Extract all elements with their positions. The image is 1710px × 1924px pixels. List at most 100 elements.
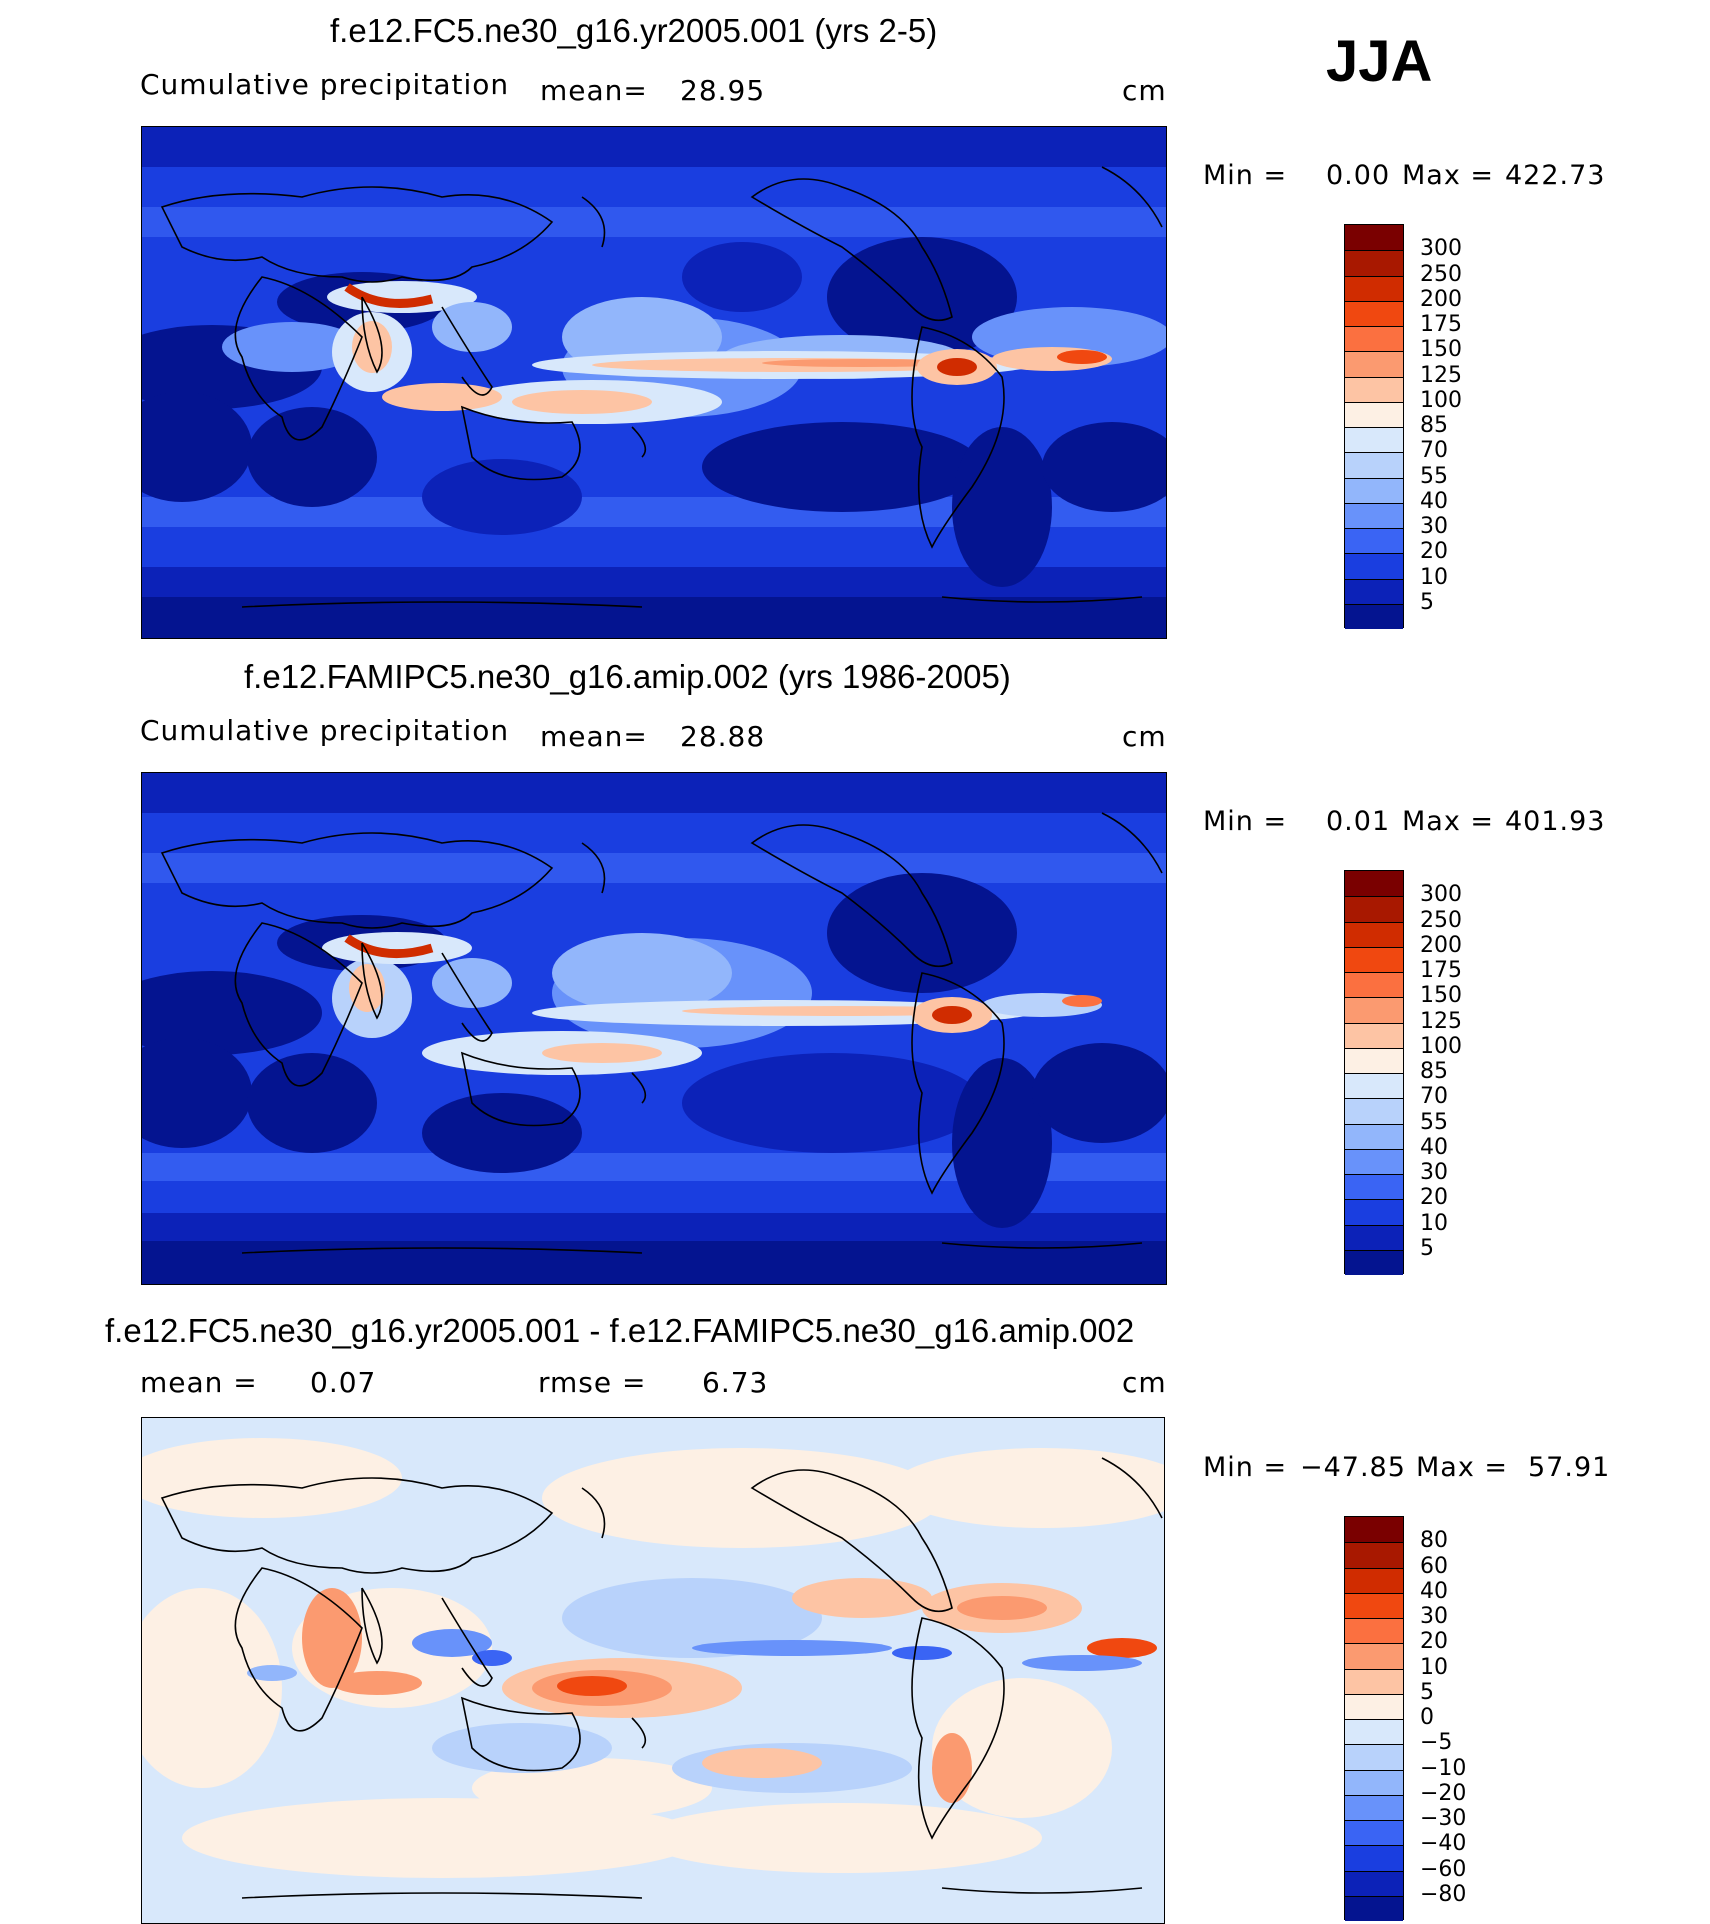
colorbar-box [1345,1022,1403,1048]
colorbar-tick-label: 300 [1420,882,1462,908]
colorbar-tick-label: 40 [1420,1134,1448,1160]
colorbar-box [1345,1618,1403,1644]
colorbar-box [1345,1820,1403,1846]
colorbar-box [1345,1073,1403,1099]
colorbar-tick-label: −30 [1420,1806,1467,1831]
colorbar-box [1345,1542,1403,1568]
colorbar-tick-label: 250 [1420,907,1462,933]
panel-3-mean-label: mean = [140,1366,258,1399]
colorbar-box [1345,1794,1403,1820]
panel-1-max-value: 422.73 [1505,160,1606,191]
panel-3-min-label: Min = [1203,1452,1288,1483]
colorbar-box [1345,300,1403,326]
colorbar-box [1345,1870,1403,1896]
colorbar-tick-label: 40 [1420,488,1448,514]
panel-3-colorbar: 80 60 40 30 20 10 5 0 −5 −10 −20 −30 −40 −60 −80 [1344,1516,1466,1921]
colorbar-box [1345,376,1403,402]
colorbar-box [1345,1668,1403,1694]
panel-2-max-label: Max = [1402,806,1495,837]
colorbar-tick-label: 20 [1420,1629,1448,1655]
colorbar-box [1345,1249,1403,1275]
colorbar-tick-label: 70 [1420,438,1448,464]
colorbar-box [1345,502,1403,528]
colorbar-box [1345,578,1403,604]
colorbar-tick-label: −10 [1420,1755,1467,1781]
colorbar-tick-label: 55 [1420,1109,1448,1135]
colorbar-box [1345,871,1403,897]
colorbar-box [1345,326,1403,352]
panel-3-field [142,1418,1164,1923]
colorbar-box [1345,896,1403,922]
colorbar-box [1345,401,1403,427]
panel-2-min-value: 0.01 [1326,806,1391,837]
colorbar-tick-label: 20 [1420,539,1448,565]
panel-1-field [142,127,1166,638]
panel-2-left-label: Cumulative precipitation [140,714,510,747]
panel-2-map [141,772,1167,1285]
panel-3-title: f.e12.FC5.ne30_g16.yr2005.001 - f.e12.FA… [105,1312,1135,1349]
panel-2-stat-label: mean= [540,720,648,753]
colorbar-box [1345,972,1403,998]
colorbar-tick-label: 70 [1420,1084,1448,1110]
colorbar-box [1345,225,1403,251]
colorbar-box [1345,477,1403,503]
colorbar-tick-label: 5 [1420,589,1434,615]
panel-3-rmse-value: 6.73 [702,1366,769,1399]
colorbar-tick-label: 60 [1420,1553,1448,1579]
colorbar-tick-label: 200 [1420,286,1462,312]
colorbar-box [1345,921,1403,947]
colorbar-tick-label: −80 [1420,1881,1467,1907]
colorbar-box [1345,528,1403,554]
panel-2-colorbar: 300 250 200 175 150 125 100 85 70 55 40 30 20 10 5 [1344,870,1462,1275]
colorbar-tick-label: 30 [1420,1160,1448,1185]
colorbar-box [1345,1123,1403,1149]
colorbar-box [1345,452,1403,478]
colorbar-tick-label: −40 [1420,1831,1467,1857]
panel-2-stat-value: 28.88 [680,720,766,753]
colorbar-box [1345,1693,1403,1719]
panel-3-mean-value: 0.07 [310,1366,377,1399]
colorbar-tick-label: 30 [1420,514,1448,539]
colorbar-box [1345,1199,1403,1225]
panel-2-min-label: Min = [1203,806,1288,837]
colorbar-box [1345,1224,1403,1250]
colorbar-box [1345,997,1403,1023]
panel-1-stat-value: 28.95 [680,74,766,107]
panel-3-max-value: 57.91 [1528,1452,1611,1483]
colorbar-box [1345,1895,1403,1921]
panel-2-units: cm [1122,720,1167,753]
panel-1-min-label: Min = [1203,160,1288,191]
colorbar-tick-label: 0 [1420,1705,1434,1730]
panel-2-field [142,773,1166,1284]
colorbar-tick-label: 175 [1420,312,1462,337]
panel-3-max-label: Max = [1416,1452,1509,1483]
panel-3-rmse-label: rmse = [538,1366,647,1399]
colorbar-tick-label: 80 [1420,1528,1448,1554]
colorbar-box [1345,1769,1403,1795]
panel-1-units: cm [1122,74,1167,107]
colorbar-box [1345,1098,1403,1124]
panel-1-colorbar: 300 250 200 175 150 125 100 85 70 55 40 30 20 10 5 [1344,224,1462,629]
colorbar-tick-label: 20 [1420,1185,1448,1211]
colorbar-box [1345,946,1403,972]
panel-3-units: cm [1122,1366,1167,1399]
colorbar-box [1345,1174,1403,1200]
panel-1-min-value: 0.00 [1326,160,1391,191]
colorbar-tick-label: −60 [1420,1856,1467,1882]
colorbar-tick-label: 85 [1420,1059,1448,1084]
panel-2-max-value: 401.93 [1505,806,1606,837]
colorbar-box [1345,1719,1403,1745]
colorbar-box [1345,275,1403,301]
colorbar-box [1345,1047,1403,1073]
colorbar-tick-label: 30 [1420,1604,1448,1629]
colorbar-box [1345,1643,1403,1669]
colorbar-tick-label: 10 [1420,1654,1448,1680]
panel-2-title: f.e12.FAMIPC5.ne30_g16.amip.002 (yrs 198… [244,658,1011,695]
colorbar-box [1345,250,1403,276]
colorbar-tick-label: 125 [1420,362,1462,388]
colorbar-box [1345,1567,1403,1593]
colorbar-tick-label: 175 [1420,958,1462,983]
colorbar-tick-label: 100 [1420,1033,1462,1059]
colorbar-tick-label: 150 [1420,337,1462,363]
colorbar-tick-label: 5 [1420,1235,1434,1261]
